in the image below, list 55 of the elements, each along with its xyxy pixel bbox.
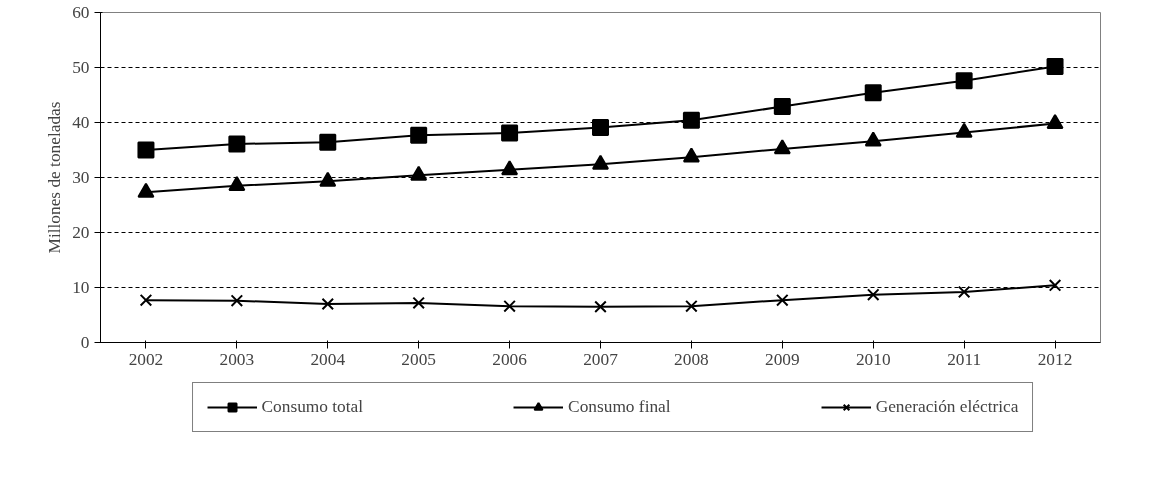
point [592,154,609,170]
point [139,293,153,307]
x-tick-label: 2003 [219,349,255,369]
point [1048,279,1062,292]
point [410,126,428,144]
point [412,296,425,310]
x-tick-label: 2004 [310,349,346,369]
point [319,171,337,187]
point [955,72,973,90]
x-tick-label: 2005 [401,349,437,369]
point [864,131,882,147]
y-tick-label: 50 [72,58,90,77]
x-tick-label: 2007 [583,349,619,369]
point [957,285,971,299]
point [776,293,789,307]
point [228,135,246,153]
point [682,111,700,129]
point [137,182,155,198]
y-axis-title: Millones de toneladas [45,101,65,254]
point [594,300,607,314]
point [682,147,700,163]
x-tick-label: 2002 [128,349,164,369]
point [503,299,516,313]
point [321,297,335,311]
point [137,141,155,159]
point [866,288,880,301]
legend-label: Consumo total [261,397,364,417]
point [864,84,882,102]
point [410,165,428,181]
y-tick-label: 0 [80,333,90,352]
point [773,98,791,116]
x-tick-label: 2011 [947,349,982,369]
y-tick-label: 30 [72,168,90,187]
point [685,299,698,313]
y-tick-label: 10 [72,278,90,297]
y-tick-label: 20 [72,223,90,242]
legend-label: Consumo final [568,397,671,417]
point [955,122,973,138]
point [1046,113,1064,129]
x-tick-label: 2010 [855,349,891,369]
point [1046,57,1064,75]
x-tick-label: 2008 [674,349,709,369]
x-tick-label: 2012 [1037,349,1073,369]
point [592,118,609,136]
point [773,139,791,155]
y-tick-label: 60 [72,3,90,22]
point [501,124,519,142]
x-tick-label: 2006 [492,349,528,369]
point [501,160,519,176]
y-tick-label: 40 [72,113,90,132]
x-tick-label: 2009 [764,349,800,369]
point [230,294,244,307]
point [228,176,246,192]
legend-label: Generación eléctrica [875,397,1019,417]
point [319,133,337,151]
